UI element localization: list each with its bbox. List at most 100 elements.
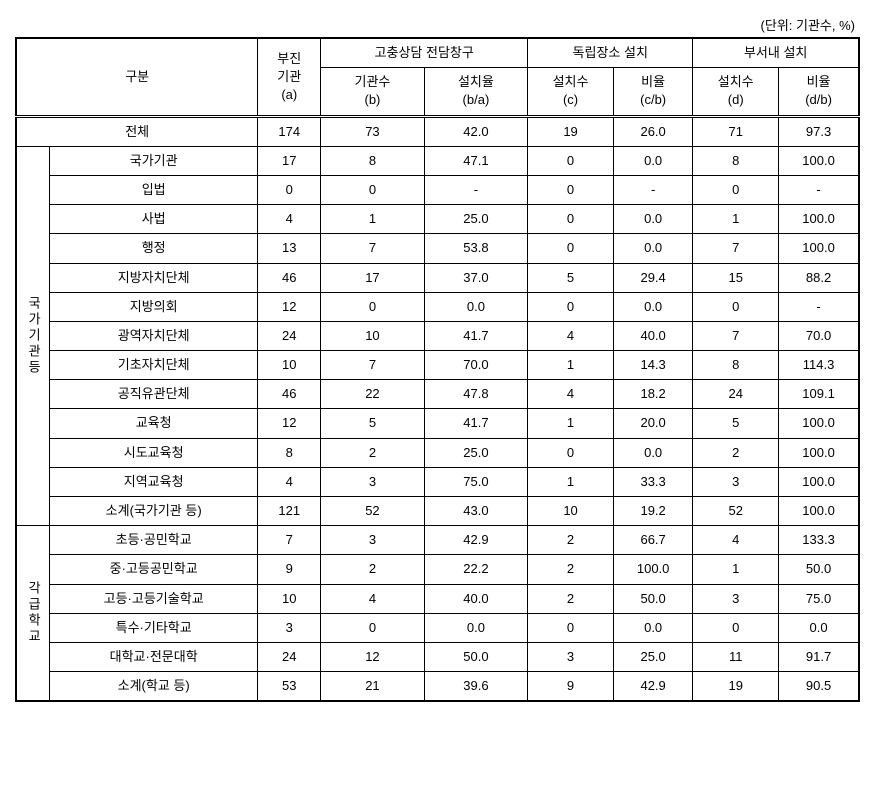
cell: 2 (321, 438, 424, 467)
cell: 17 (258, 146, 321, 175)
cell: 1 (321, 205, 424, 234)
cell: 7 (693, 321, 779, 350)
cell: 24 (258, 321, 321, 350)
cell: - (779, 292, 859, 321)
cell: 0 (258, 175, 321, 204)
cell: 41.7 (424, 409, 527, 438)
header-group2: 독립장소 설치 (528, 38, 693, 68)
cell: 47.8 (424, 380, 527, 409)
cell: 8 (693, 351, 779, 380)
cell: 41.7 (424, 321, 527, 350)
cell: 100.0 (779, 234, 859, 263)
row-label: 시도교육청 (50, 438, 258, 467)
cell: 29.4 (613, 263, 692, 292)
cell: 2 (528, 584, 614, 613)
section2-label: 각급학교 (16, 526, 50, 702)
cell: 11 (693, 642, 779, 671)
cell: 25.0 (424, 438, 527, 467)
cell: 46 (258, 380, 321, 409)
cell: 13 (258, 234, 321, 263)
cell: 20.0 (613, 409, 692, 438)
cell: 37.0 (424, 263, 527, 292)
cell: 2 (528, 526, 614, 555)
cell: 12 (321, 642, 424, 671)
cell: 53.8 (424, 234, 527, 263)
cell: 19 (693, 672, 779, 702)
cell: 0.0 (424, 292, 527, 321)
cell: 9 (528, 672, 614, 702)
data-table: 구분 부진 기관 (a) 고충상담 전담창구 독립장소 설치 부서내 설치 기관… (15, 37, 860, 702)
header-a: 부진 기관 (a) (258, 38, 321, 116)
row-label: 초등·공민학교 (50, 526, 258, 555)
cell: 42.0 (424, 116, 527, 146)
cell: 1 (528, 351, 614, 380)
header-cb: 비율 (c/b) (613, 68, 692, 116)
cell: 22 (321, 380, 424, 409)
cell: 3 (321, 526, 424, 555)
cell: 2 (528, 555, 614, 584)
cell: 75.0 (424, 467, 527, 496)
cell: 4 (258, 467, 321, 496)
cell: 53 (258, 672, 321, 702)
cell: 0.0 (613, 146, 692, 175)
cell: 3 (693, 584, 779, 613)
unit-label: (단위: 기관수, %) (15, 15, 860, 34)
cell: 70.0 (779, 321, 859, 350)
cell: 0 (693, 175, 779, 204)
cell: 100.0 (779, 409, 859, 438)
cell: 3 (321, 467, 424, 496)
cell: 2 (321, 555, 424, 584)
row-label: 소계(학교 등) (50, 672, 258, 702)
cell: 0.0 (613, 438, 692, 467)
cell: 17 (321, 263, 424, 292)
cell: 0.0 (613, 292, 692, 321)
cell: 40.0 (613, 321, 692, 350)
header-d: 설치수 (d) (693, 68, 779, 116)
cell: - (424, 175, 527, 204)
cell: 0 (528, 234, 614, 263)
cell: 174 (258, 116, 321, 146)
cell: 71 (693, 116, 779, 146)
cell: 0 (528, 438, 614, 467)
cell: 8 (258, 438, 321, 467)
row-label: 소계(국가기관 등) (50, 497, 258, 526)
cell: 5 (528, 263, 614, 292)
header-b: 기관수 (b) (321, 68, 424, 116)
cell: 21 (321, 672, 424, 702)
row-label: 행정 (50, 234, 258, 263)
cell: 46 (258, 263, 321, 292)
cell: 8 (321, 146, 424, 175)
cell: 12 (258, 409, 321, 438)
cell: 7 (321, 351, 424, 380)
cell: 0 (528, 292, 614, 321)
row-label: 사법 (50, 205, 258, 234)
cell: 0.0 (779, 613, 859, 642)
cell: 19.2 (613, 497, 692, 526)
row-label: 대학교·전문대학 (50, 642, 258, 671)
cell: 8 (693, 146, 779, 175)
cell: 109.1 (779, 380, 859, 409)
cell: 0 (321, 175, 424, 204)
cell: 0 (528, 175, 614, 204)
cell: 10 (528, 497, 614, 526)
cell: 25.0 (424, 205, 527, 234)
cell: 14.3 (613, 351, 692, 380)
cell: 4 (321, 584, 424, 613)
header-db: 비율 (d/b) (779, 68, 859, 116)
cell: 100.0 (779, 438, 859, 467)
cell: 100.0 (779, 205, 859, 234)
cell: 24 (258, 642, 321, 671)
cell: 47.1 (424, 146, 527, 175)
row-label: 지방자치단체 (50, 263, 258, 292)
cell: 3 (258, 613, 321, 642)
section1-label: 국가기관등 (16, 146, 50, 525)
row-label: 공직유관단체 (50, 380, 258, 409)
header-category: 구분 (16, 38, 258, 116)
cell: 73 (321, 116, 424, 146)
cell: 97.3 (779, 116, 859, 146)
cell: 100.0 (779, 146, 859, 175)
cell: 26.0 (613, 116, 692, 146)
cell: 100.0 (613, 555, 692, 584)
cell: 2 (693, 438, 779, 467)
cell: 52 (693, 497, 779, 526)
